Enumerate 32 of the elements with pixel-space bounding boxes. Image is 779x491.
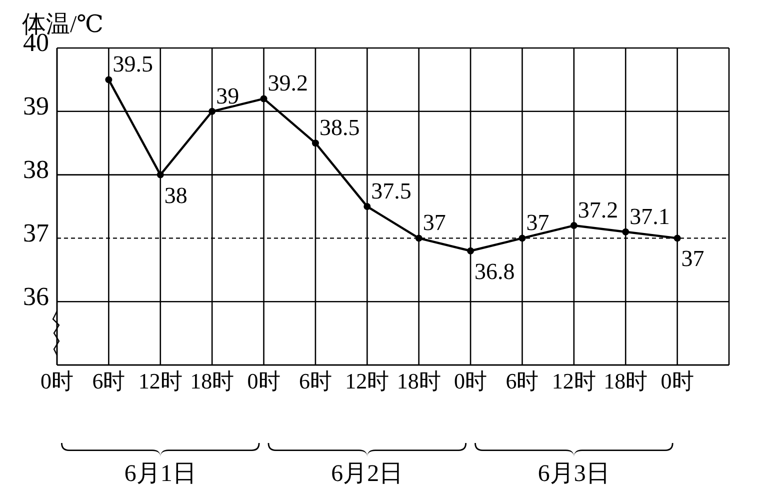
text: 6月1日 xyxy=(124,461,196,487)
x-tick-label: 18时 xyxy=(190,368,234,394)
text: 6月3日 xyxy=(538,461,610,487)
data-label: 36.8 xyxy=(474,258,515,284)
y-tick-label: 36 xyxy=(23,282,49,311)
x-tick-label: 0时 xyxy=(40,368,74,394)
data-label: 37.5 xyxy=(371,178,412,204)
x-tick-label: 0时 xyxy=(454,368,488,394)
data-label: 37 xyxy=(526,210,550,236)
x-tick-label: 0时 xyxy=(247,368,280,394)
data-label: 39.5 xyxy=(112,52,153,77)
data-label: 37.2 xyxy=(578,198,618,223)
text: 6月2日 xyxy=(331,461,404,487)
y-tick-label: 39 xyxy=(23,92,49,121)
data-label: 38 xyxy=(164,182,188,208)
data-label: 38.5 xyxy=(319,115,360,140)
data-label: 37 xyxy=(681,246,704,272)
x-tick-label: 6时 xyxy=(92,368,126,394)
data-label: 39 xyxy=(216,83,240,108)
x-tick-label: 12时 xyxy=(345,368,390,394)
x-tick-label: 18时 xyxy=(604,368,648,394)
x-tick-label: 6时 xyxy=(506,368,539,394)
x-tick-label: 12时 xyxy=(138,368,182,394)
y-tick-label: 37 xyxy=(23,218,49,248)
y-tick-label: 38 xyxy=(23,155,49,184)
x-tick-label: 0时 xyxy=(660,368,694,394)
x-tick-label: 12时 xyxy=(552,368,596,394)
data-label: 37.1 xyxy=(630,204,670,229)
x-tick-label: 6时 xyxy=(298,368,332,394)
x-tick-label: 18时 xyxy=(396,368,441,394)
data-label: 37 xyxy=(422,210,446,236)
data-label: 39.2 xyxy=(268,70,308,96)
